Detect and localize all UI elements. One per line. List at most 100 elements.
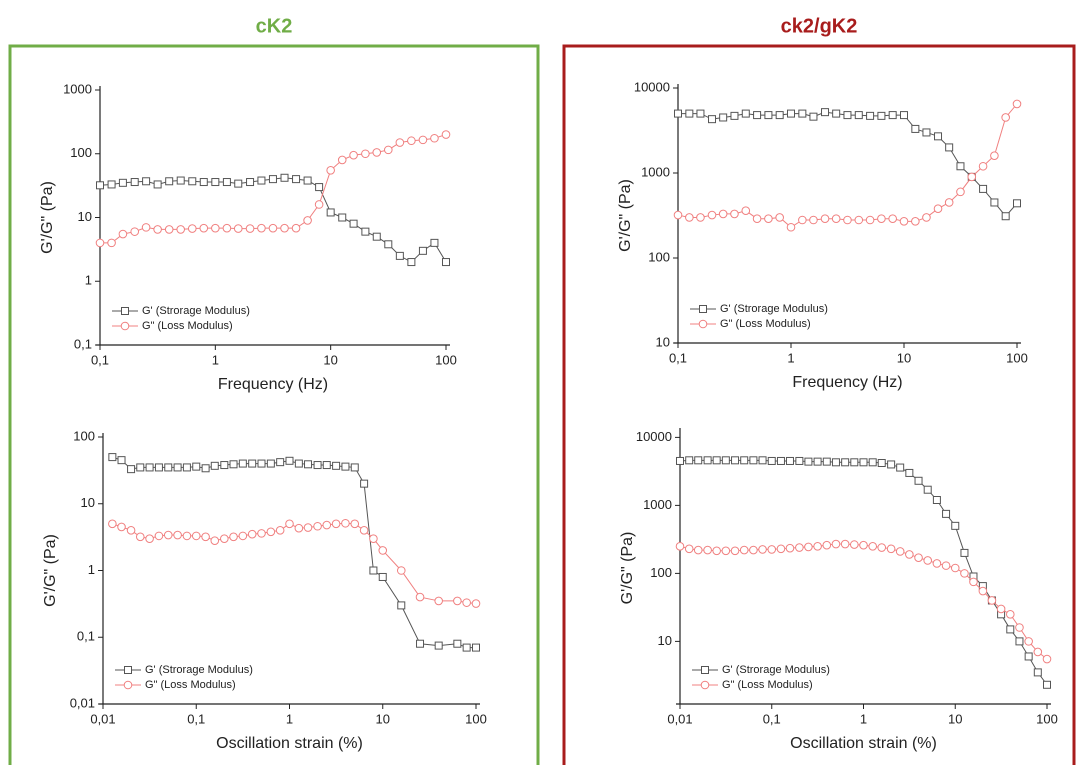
marker [434, 641, 443, 650]
marker [1001, 113, 1010, 122]
marker [182, 531, 192, 541]
marker [877, 543, 887, 552]
marker [117, 456, 126, 465]
marker [922, 128, 931, 137]
x-tick-label: 10 [948, 711, 962, 726]
marker [430, 133, 439, 143]
marker [326, 208, 335, 217]
x-tick-label: 100 [435, 352, 457, 367]
y-axis-title: G'/G" (Pa) [39, 181, 56, 254]
marker [407, 136, 416, 146]
marker [911, 217, 920, 226]
marker [117, 522, 126, 532]
marker [315, 183, 324, 192]
marker [764, 214, 773, 223]
marker [877, 111, 886, 120]
marker [285, 519, 294, 529]
marker [694, 456, 703, 465]
marker [434, 596, 443, 606]
marker [238, 459, 247, 468]
marker [395, 251, 404, 260]
marker [832, 109, 841, 118]
marker [246, 178, 255, 187]
marker [350, 463, 359, 472]
marker [188, 177, 197, 186]
legend-label: G' (Strorage Modulus) [142, 305, 250, 317]
marker [130, 227, 140, 236]
marker [764, 111, 773, 120]
marker [127, 465, 136, 474]
series-line [679, 459, 1048, 686]
marker [740, 456, 749, 465]
marker [795, 543, 804, 552]
marker [326, 166, 335, 175]
x-tick-label: 10 [897, 350, 911, 365]
marker [1033, 647, 1043, 657]
marker [676, 456, 684, 465]
x-tick-label: 0,01 [90, 711, 115, 726]
series-line [112, 456, 476, 649]
x-tick-label: 100 [1036, 711, 1058, 726]
marker [923, 556, 933, 565]
y-tick-label: 0,1 [77, 629, 95, 644]
marker [969, 577, 978, 587]
marker [950, 563, 960, 573]
marker [822, 457, 831, 466]
marker [266, 459, 275, 468]
y-tick-label: 100 [70, 145, 92, 160]
marker [291, 223, 301, 233]
legend-label: G' (Strorage Modulus) [720, 303, 828, 315]
marker [332, 461, 341, 470]
marker [896, 463, 905, 472]
marker [888, 111, 897, 120]
y-tick-label: 100 [650, 565, 672, 580]
marker [1015, 623, 1024, 632]
marker [153, 180, 162, 189]
marker [739, 545, 749, 555]
marker [859, 540, 868, 550]
marker [721, 546, 731, 556]
marker [416, 639, 425, 648]
marker [821, 108, 830, 117]
marker [322, 461, 331, 470]
marker [294, 459, 303, 468]
x-tick-label: 0,1 [763, 711, 781, 726]
marker [673, 210, 683, 220]
marker [372, 232, 381, 241]
marker [996, 604, 1006, 614]
legend-marker [121, 307, 129, 315]
y-tick-label: 1000 [641, 164, 670, 179]
marker [960, 569, 969, 578]
marker [712, 546, 721, 556]
marker [369, 534, 378, 543]
marker [442, 258, 450, 267]
x-axis-title: Frequency (Hz) [792, 374, 902, 391]
marker [775, 213, 784, 222]
marker [877, 214, 886, 223]
marker [712, 456, 721, 465]
marker [776, 544, 786, 554]
marker [978, 586, 988, 596]
legend-label: G" (Loss Modulus) [722, 679, 813, 691]
marker [1042, 654, 1052, 664]
marker [932, 559, 942, 568]
marker [372, 148, 382, 157]
marker [135, 532, 145, 542]
marker [173, 463, 182, 472]
y-tick-label: 1000 [643, 497, 672, 512]
marker [675, 542, 685, 551]
marker [191, 531, 201, 541]
legend-label: G' (Strorage Modulus) [145, 664, 253, 676]
marker [154, 531, 164, 541]
legend-marker [700, 680, 710, 690]
series-line [677, 103, 1018, 228]
y-tick-label: 0,01 [70, 695, 95, 710]
y-tick-label: 1000 [63, 81, 92, 96]
marker [730, 209, 739, 219]
marker [211, 178, 220, 187]
marker [384, 240, 393, 249]
marker [708, 115, 717, 124]
marker [126, 526, 136, 535]
marker [108, 519, 117, 529]
marker [153, 225, 162, 234]
